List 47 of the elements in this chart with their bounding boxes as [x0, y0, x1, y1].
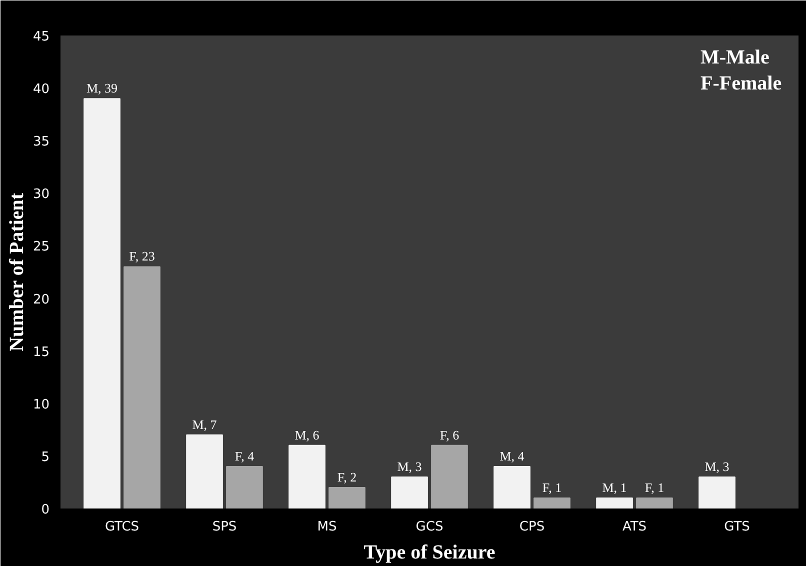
bar — [288, 444, 326, 508]
data-label: F, 1 — [644, 480, 664, 495]
y-tick-label: 40 — [32, 82, 50, 98]
x-tick-label: MS — [317, 520, 337, 534]
data-label: F, 23 — [129, 248, 155, 264]
x-tick-label: ATS — [622, 520, 647, 534]
data-label: M, 39 — [86, 80, 118, 96]
y-tick-label: 35 — [32, 134, 50, 150]
x-tick-label: GTS — [724, 520, 750, 534]
data-label: F, 6 — [440, 427, 460, 442]
data-label: M, 1 — [602, 480, 627, 495]
y-tick-label: 10 — [32, 397, 50, 412]
data-label: F, 1 — [542, 480, 562, 495]
y-axis-title: Number of Patient — [6, 192, 28, 352]
data-label: M, 7 — [192, 416, 218, 432]
y-tick-label: 30 — [32, 187, 50, 202]
y-tick-label: 25 — [32, 240, 50, 255]
y-tick-label: 20 — [32, 292, 50, 308]
bar — [596, 497, 633, 508]
annotation: M-Male — [700, 46, 770, 68]
x-tick-label: GTCS — [104, 520, 140, 534]
bar — [431, 444, 468, 508]
bar — [636, 497, 673, 508]
bar — [391, 476, 428, 508]
bar — [698, 476, 736, 508]
data-label: F, 4 — [234, 448, 255, 464]
bar — [328, 486, 366, 508]
data-label: M, 6 — [294, 427, 320, 442]
bar — [534, 497, 570, 508]
data-label: M, 4 — [500, 448, 525, 464]
data-label: F, 2 — [337, 469, 357, 484]
bar — [124, 266, 160, 508]
bar — [494, 466, 530, 508]
x-tick-label: CPS — [519, 520, 545, 534]
bar — [226, 466, 263, 508]
data-label: M, 3 — [397, 458, 422, 474]
x-tick-label: GCS — [416, 520, 444, 534]
y-tick-label: 0 — [41, 502, 50, 518]
y-tick-label: 15 — [32, 344, 50, 360]
data-label: M, 3 — [704, 458, 730, 474]
x-axis-title: Type of Seizure — [364, 542, 496, 564]
y-tick-label: 5 — [41, 450, 50, 465]
bar — [84, 98, 120, 508]
x-tick-label: SPS — [212, 520, 237, 534]
annotation: F-Female — [700, 72, 782, 94]
bar — [186, 434, 223, 508]
y-tick-label: 45 — [32, 30, 50, 44]
